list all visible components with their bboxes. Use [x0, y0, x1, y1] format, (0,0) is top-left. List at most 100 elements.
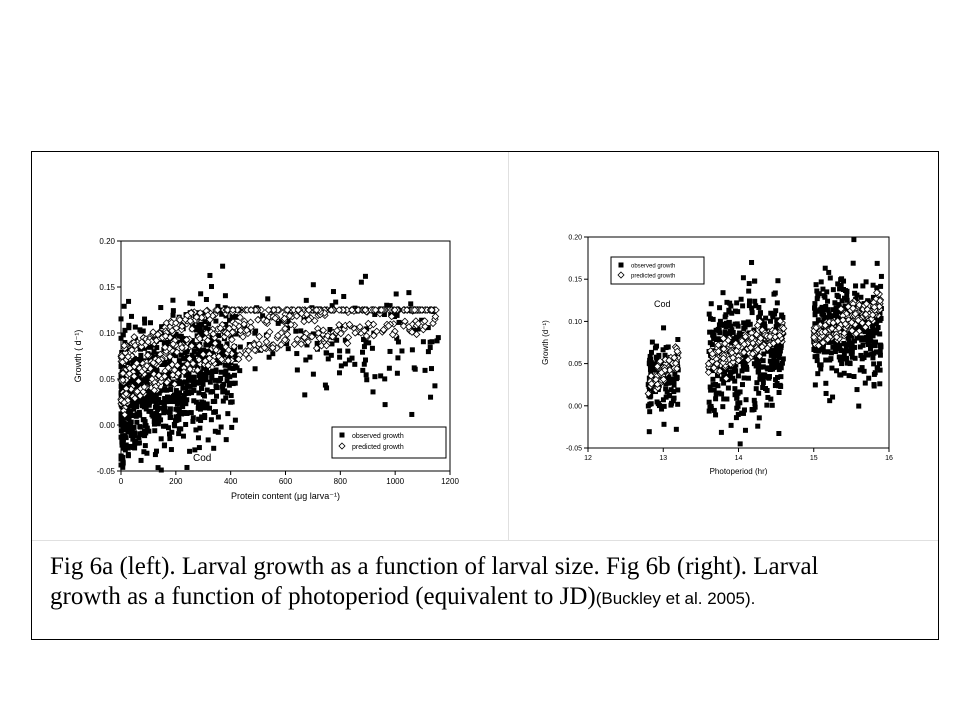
observed-point — [725, 385, 731, 391]
observed-point — [163, 361, 169, 367]
observed-point — [120, 440, 126, 446]
observed-point — [755, 423, 761, 429]
observed-point — [864, 334, 870, 340]
observed-point — [205, 437, 211, 443]
observed-point — [756, 415, 762, 421]
observed-point — [191, 382, 197, 388]
observed-point — [285, 319, 291, 325]
observed-point — [827, 398, 833, 404]
y-tick-label: 0.00 — [568, 403, 582, 410]
observed-point — [149, 412, 155, 418]
observed-point — [132, 445, 138, 451]
observed-point — [327, 327, 333, 333]
observed-point — [394, 370, 400, 376]
x-axis-label: Protein content (μg larva⁻¹) — [231, 491, 340, 501]
observed-point — [862, 380, 868, 386]
observed-point — [196, 416, 202, 422]
observed-point — [138, 357, 144, 363]
predicted-point — [223, 329, 232, 338]
observed-point — [162, 386, 168, 392]
observed-point — [849, 349, 855, 355]
observed-point — [671, 379, 677, 385]
observed-point — [814, 296, 820, 302]
observed-point — [818, 279, 824, 285]
observed-point — [732, 392, 738, 398]
observed-point — [212, 398, 218, 404]
caption-line-2: growth as a function of photoperiod (equ… — [50, 583, 596, 610]
observed-point — [772, 383, 778, 389]
observed-point — [815, 371, 821, 377]
observed-point — [133, 336, 139, 342]
observed-point — [415, 326, 421, 332]
observed-point — [338, 363, 344, 369]
predicted-point — [193, 366, 202, 374]
observed-point — [223, 321, 229, 327]
observed-point — [652, 345, 658, 351]
observed-point — [190, 301, 196, 307]
observed-point — [193, 358, 199, 364]
observed-point — [743, 397, 749, 403]
observed-point — [328, 352, 334, 358]
observed-point — [146, 428, 152, 434]
observed-point — [187, 448, 193, 454]
observed-point — [165, 425, 171, 431]
observed-point — [233, 331, 239, 337]
observed-point — [711, 387, 717, 393]
observed-point — [778, 345, 784, 351]
observed-point — [232, 417, 238, 423]
observed-point — [181, 356, 187, 362]
observed-point — [211, 445, 217, 451]
predicted-point — [224, 346, 233, 354]
observed-point — [663, 394, 669, 400]
observed-point — [151, 349, 157, 355]
predicted-point — [421, 322, 429, 331]
observed-point — [767, 318, 773, 324]
observed-point — [213, 384, 219, 390]
observed-point — [160, 423, 166, 429]
legend: observed growth predicted growth — [610, 256, 705, 285]
observed-point — [338, 324, 344, 330]
predicted-point — [119, 369, 127, 378]
observed-point — [131, 406, 137, 412]
observed-point — [146, 387, 152, 393]
predicted-point — [348, 306, 356, 314]
predicted-point — [254, 316, 262, 324]
observed-point — [191, 398, 197, 404]
observed-point — [349, 355, 355, 361]
observed-point — [144, 397, 150, 403]
observed-point — [765, 394, 771, 400]
observed-point — [146, 402, 152, 408]
observed-point — [176, 339, 182, 345]
observed-point — [395, 339, 401, 345]
observed-point — [878, 273, 884, 279]
observed-point — [713, 382, 719, 388]
observed-point — [399, 348, 405, 354]
observed-point — [722, 314, 728, 320]
legend-label: observed growth — [631, 263, 675, 269]
observed-point — [230, 381, 236, 387]
observed-point — [193, 399, 199, 405]
observed-point — [646, 360, 652, 366]
caption-citation: (Buckley et al. 2005). — [595, 589, 756, 608]
predicted-point — [143, 362, 151, 370]
observed-point — [196, 373, 202, 379]
observed-point — [756, 304, 762, 310]
y-tick-label: 0.10 — [99, 329, 115, 338]
observed-point — [298, 328, 304, 334]
observed-point — [310, 331, 316, 337]
observed-point — [167, 436, 173, 442]
observed-point — [352, 361, 358, 367]
observed-point — [760, 298, 766, 304]
predicted-point — [178, 343, 186, 352]
observed-point — [208, 417, 214, 423]
observed-point — [358, 279, 364, 285]
observed-point — [211, 409, 217, 415]
observed-point — [129, 401, 135, 407]
predicted-point — [186, 317, 195, 325]
observed-point — [302, 392, 308, 398]
observed-point — [178, 366, 184, 372]
predicted-point — [362, 332, 371, 340]
predicted-point — [285, 311, 294, 320]
observed-point — [167, 406, 173, 412]
observed-point — [215, 303, 221, 309]
